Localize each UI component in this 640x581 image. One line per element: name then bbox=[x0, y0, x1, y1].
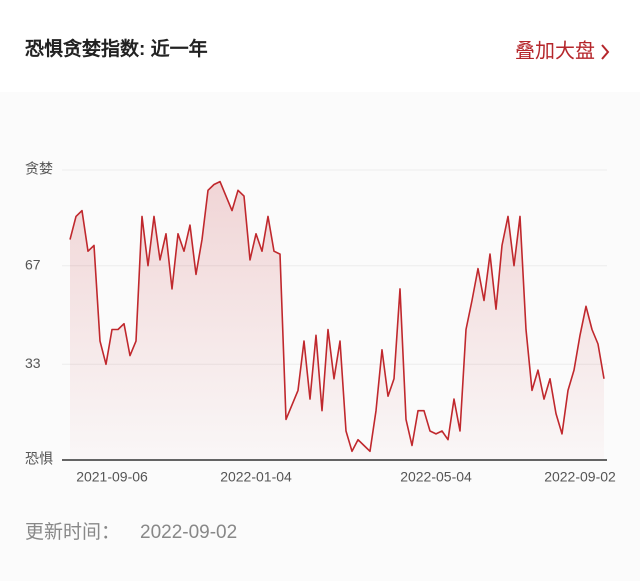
x-tick-label: 2022-01-04 bbox=[220, 469, 292, 485]
header bbox=[0, 0, 640, 92]
overlay-button[interactable]: 叠加大盘 bbox=[515, 39, 595, 62]
area bbox=[70, 181, 604, 460]
x-tick-label: 2022-05-04 bbox=[400, 469, 472, 485]
y-tick-label: 33 bbox=[25, 355, 41, 371]
x-tick-label: 2021-09-06 bbox=[76, 469, 148, 485]
update-date: 2022-09-02 bbox=[140, 522, 237, 543]
update-label: 更新时间： bbox=[25, 521, 120, 543]
y-tick-label: 67 bbox=[25, 256, 41, 272]
chart-title: 恐惧贪婪指数: 近一年 bbox=[25, 37, 208, 60]
x-tick-label: 2022-09-02 bbox=[544, 469, 616, 485]
y-tick-label: 恐惧 bbox=[25, 451, 53, 467]
plot: 恐惧 33 67 贪婪 2021-09-06 2022-01-04 2022-05-04 20… bbox=[25, 161, 616, 485]
line bbox=[69, 180, 605, 453]
y-tick-label: 贪婪 bbox=[25, 161, 53, 177]
chevron-icon[interactable] bbox=[601, 44, 610, 60]
